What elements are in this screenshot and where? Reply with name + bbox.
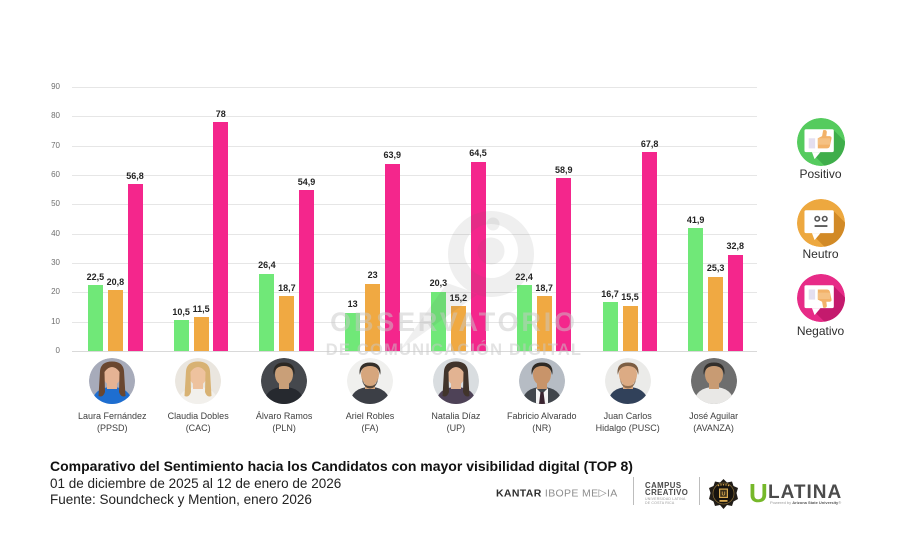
svg-text:U: U: [722, 491, 726, 497]
svg-text:OBSERVATORIO: OBSERVATORIO: [330, 307, 578, 337]
svg-text:DE COMUNICACIÓN DIGITAL: DE COMUNICACIÓN DIGITAL: [326, 340, 582, 359]
